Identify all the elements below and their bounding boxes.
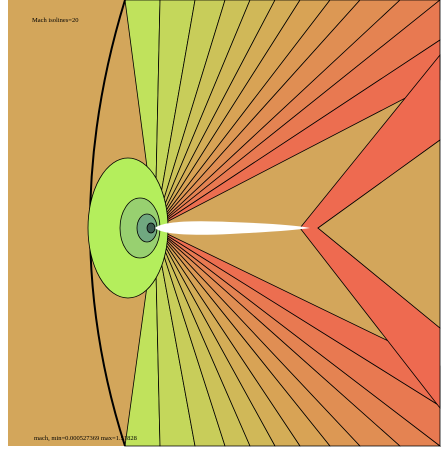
plot-caption: mach, min=0.000527369 max=1.51828	[34, 435, 137, 442]
post-shock-region	[317, 139, 441, 329]
plot-title: Mach isolines=20	[32, 17, 78, 24]
airfoil	[155, 221, 310, 235]
isoline	[146, 222, 156, 234]
contour-fan	[124, 0, 442, 447]
